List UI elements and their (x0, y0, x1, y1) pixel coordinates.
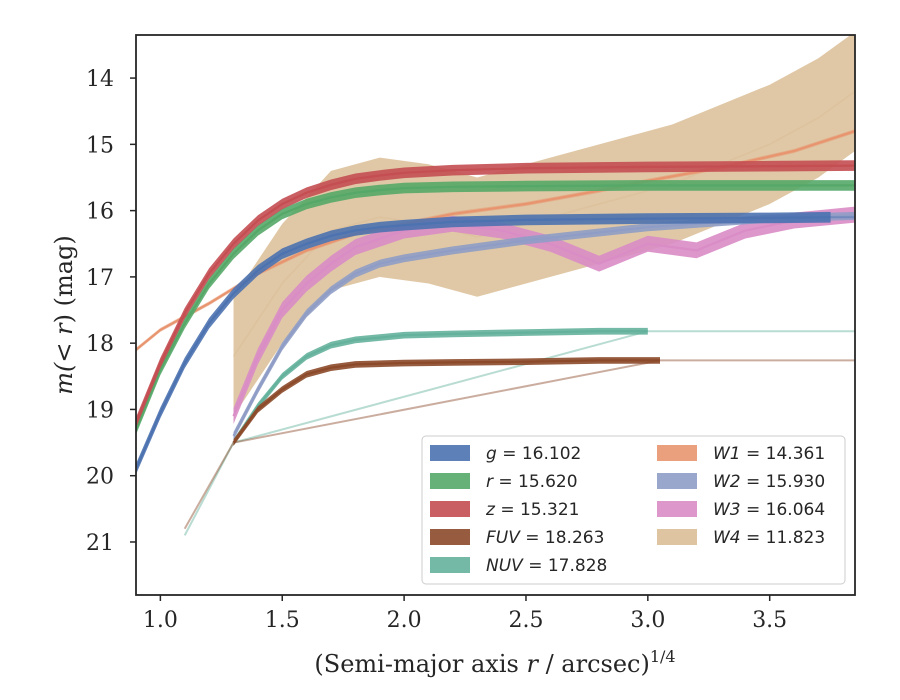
x-tick-label: 1.5 (265, 608, 300, 633)
legend-swatch-w2 (657, 473, 697, 489)
y-axis: 14 15 16 17 18 19 20 21 (86, 67, 136, 556)
series-w3-band (233, 206, 855, 424)
series-w4-band (233, 35, 855, 417)
legend-label-fuv: FUV = 18.263 (486, 528, 604, 548)
legend-label-nuv: NUV = 17.828 (486, 556, 607, 576)
y-tick-label: 19 (86, 398, 114, 423)
x-tick-label: 1.0 (143, 608, 178, 633)
legend-label-g: g = 16.102 (486, 444, 581, 464)
y-tick-label: 17 (86, 266, 114, 291)
legend-swatch-g (430, 445, 470, 461)
legend-swatch-fuv (430, 529, 470, 545)
legend-swatch-w3 (657, 501, 697, 517)
series-z-line (136, 164, 855, 424)
legend-swatch-w4 (657, 529, 697, 545)
legend-label-w2: W2 = 15.930 (713, 472, 825, 492)
x-tick-label: 2.0 (387, 608, 422, 633)
legend-swatch-z (430, 501, 470, 517)
series-nuv-line (232, 330, 648, 444)
y-tick-label: 20 (86, 465, 114, 490)
legend: g = 16.102 r = 15.620 z = 15.321 FUV = 18.2… (421, 435, 846, 585)
y-tick-label: 21 (86, 531, 114, 556)
y-tick-label: 15 (86, 133, 114, 158)
series-r-line (136, 184, 855, 430)
y-tick-label: 14 (86, 67, 114, 92)
series-fuv-line (232, 359, 660, 444)
legend-box (421, 435, 846, 585)
series-g-line (136, 216, 831, 470)
legend-label-r: r = 15.620 (486, 472, 578, 492)
legend-label-z: z = 15.321 (485, 500, 579, 520)
series-nuv-extrapolation (183, 330, 855, 536)
y-axis-label: m(< r) (mag) (50, 235, 78, 395)
legend-swatch-w1 (657, 445, 697, 461)
x-tick-label: 2.5 (508, 608, 543, 633)
series-w3-line (232, 213, 855, 417)
y-tick-label: 16 (86, 200, 114, 225)
legend-swatch-nuv (430, 557, 470, 573)
y-tick-label: 18 (86, 332, 114, 357)
x-axis-label: (Semi-major axis r / arcsec)1/4 (314, 647, 675, 678)
plot-area (136, 35, 855, 536)
legend-swatch-r (430, 473, 470, 489)
series-fuv-extrapolation (183, 359, 855, 530)
x-tick-label: 3.5 (752, 608, 787, 633)
x-axis: 1.0 1.5 2.0 2.5 3.0 3.5 (143, 595, 787, 633)
series-w2-line (232, 214, 855, 437)
legend-label-w3: W3 = 16.064 (713, 500, 825, 520)
plot-frame (135, 34, 856, 596)
legend-label-w1: W1 = 14.361 (713, 444, 825, 464)
legend-label-w4: W4 = 11.823 (713, 528, 825, 548)
x-tick-label: 3.0 (630, 608, 665, 633)
